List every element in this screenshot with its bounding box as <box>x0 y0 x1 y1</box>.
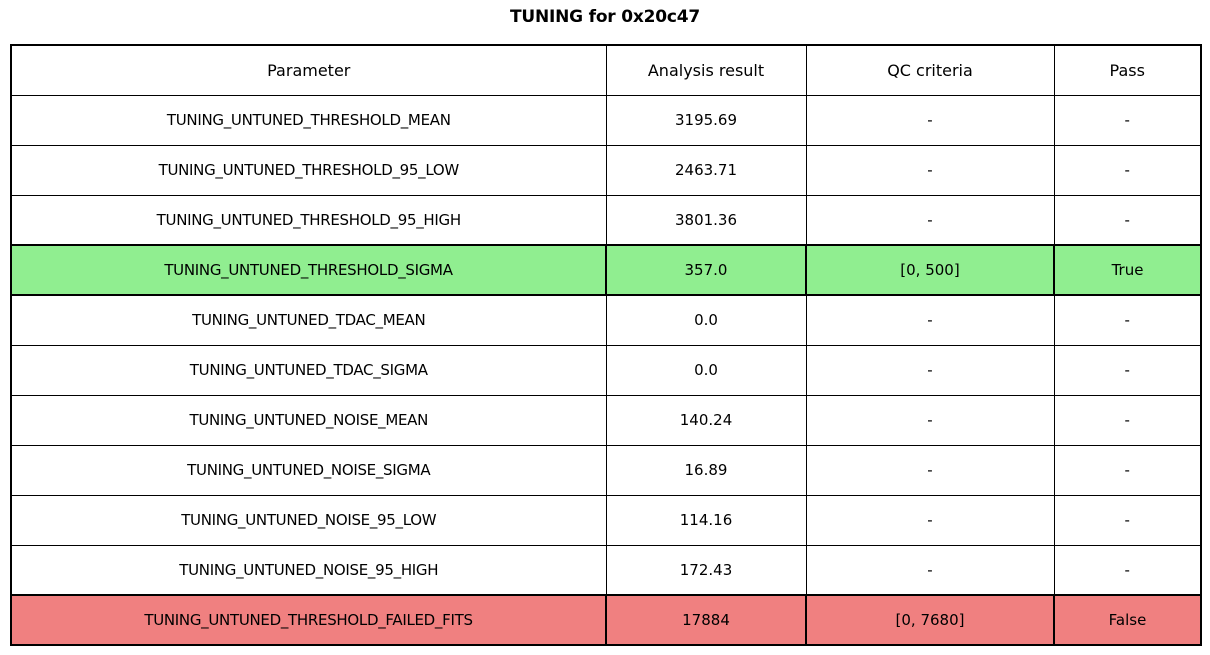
parameter-cell: TUNING_UNTUNED_THRESHOLD_95_LOW <box>10 144 607 196</box>
table-row: TUNING_UNTUNED_THRESHOLD_SIGMA 357.0 [0,… <box>10 244 1202 296</box>
analysis-result-cell: 172.43 <box>605 544 807 596</box>
qc-criteria-cell: - <box>805 444 1055 496</box>
qc-criteria-cell: [0, 500] <box>805 244 1055 296</box>
pass-value-cell: - <box>1053 344 1202 396</box>
analysis-result-cell: 357.0 <box>605 244 807 296</box>
parameter-cell: TUNING_UNTUNED_THRESHOLD_MEAN <box>10 94 607 146</box>
analysis-result-cell: 114.16 <box>605 494 807 546</box>
qc-criteria-cell: - <box>805 494 1055 546</box>
qc-criteria-cell: [0, 7680] <box>805 594 1055 646</box>
parameter-cell: TUNING_UNTUNED_TDAC_SIGMA <box>10 344 607 396</box>
header-analysis-result: Analysis result <box>605 44 807 96</box>
table-row: TUNING_UNTUNED_NOISE_95_HIGH 172.43 - - <box>10 544 1202 596</box>
analysis-result-cell: 16.89 <box>605 444 807 496</box>
table-row: TUNING_UNTUNED_NOISE_MEAN 140.24 - - <box>10 394 1202 446</box>
page-title: TUNING for 0x20c47 <box>509 7 701 27</box>
analysis-result-cell: 17884 <box>605 594 807 646</box>
qc-results-table: Parameter Analysis result QC criteria Pa… <box>10 44 1202 646</box>
header-parameter: Parameter <box>10 44 607 96</box>
pass-value-cell: - <box>1053 194 1202 246</box>
analysis-result-cell: 3195.69 <box>605 94 807 146</box>
analysis-result-cell: 0.0 <box>605 344 807 396</box>
qc-criteria-cell: - <box>805 394 1055 446</box>
pass-value-cell: - <box>1053 444 1202 496</box>
pass-value-cell: - <box>1053 94 1202 146</box>
table-row: TUNING_UNTUNED_TDAC_SIGMA 0.0 - - <box>10 344 1202 396</box>
table-row: TUNING_UNTUNED_NOISE_95_LOW 114.16 - - <box>10 494 1202 546</box>
parameter-cell: TUNING_UNTUNED_NOISE_SIGMA <box>10 444 607 496</box>
qc-criteria-cell: - <box>805 144 1055 196</box>
header-pass: Pass <box>1053 44 1202 96</box>
parameter-cell: TUNING_UNTUNED_THRESHOLD_SIGMA <box>10 244 607 296</box>
pass-value-cell: - <box>1053 144 1202 196</box>
table-row: TUNING_UNTUNED_NOISE_SIGMA 16.89 - - <box>10 444 1202 496</box>
parameter-cell: TUNING_UNTUNED_NOISE_95_LOW <box>10 494 607 546</box>
qc-criteria-cell: - <box>805 194 1055 246</box>
qc-criteria-cell: - <box>805 544 1055 596</box>
parameter-cell: TUNING_UNTUNED_NOISE_MEAN <box>10 394 607 446</box>
table-row: TUNING_UNTUNED_THRESHOLD_95_LOW 2463.71 … <box>10 144 1202 196</box>
table-row: TUNING_UNTUNED_THRESHOLD_MEAN 3195.69 - … <box>10 94 1202 146</box>
qc-criteria-cell: - <box>805 344 1055 396</box>
analysis-result-cell: 3801.36 <box>605 194 807 246</box>
pass-value-cell: - <box>1053 294 1202 346</box>
analysis-result-cell: 2463.71 <box>605 144 807 196</box>
table-row: TUNING_UNTUNED_TDAC_MEAN 0.0 - - <box>10 294 1202 346</box>
pass-value-cell: True <box>1053 244 1202 296</box>
pass-value-cell: - <box>1053 394 1202 446</box>
header-qc-criteria: QC criteria <box>805 44 1055 96</box>
table-row: TUNING_UNTUNED_THRESHOLD_FAILED_FITS 178… <box>10 594 1202 646</box>
table-row: TUNING_UNTUNED_THRESHOLD_95_HIGH 3801.36… <box>10 194 1202 246</box>
analysis-result-cell: 0.0 <box>605 294 807 346</box>
parameter-cell: TUNING_UNTUNED_THRESHOLD_95_HIGH <box>10 194 607 246</box>
pass-value-cell: - <box>1053 544 1202 596</box>
parameter-cell: TUNING_UNTUNED_NOISE_95_HIGH <box>10 544 607 596</box>
qc-table-body: TUNING_UNTUNED_THRESHOLD_MEAN 3195.69 - … <box>10 94 1202 646</box>
qc-criteria-cell: - <box>805 94 1055 146</box>
parameter-cell: TUNING_UNTUNED_THRESHOLD_FAILED_FITS <box>10 594 607 646</box>
header-row: Parameter Analysis result QC criteria Pa… <box>10 44 1202 96</box>
qc-criteria-cell: - <box>805 294 1055 346</box>
pass-value-cell: - <box>1053 494 1202 546</box>
pass-value-cell: False <box>1053 594 1202 646</box>
analysis-result-cell: 140.24 <box>605 394 807 446</box>
parameter-cell: TUNING_UNTUNED_TDAC_MEAN <box>10 294 607 346</box>
